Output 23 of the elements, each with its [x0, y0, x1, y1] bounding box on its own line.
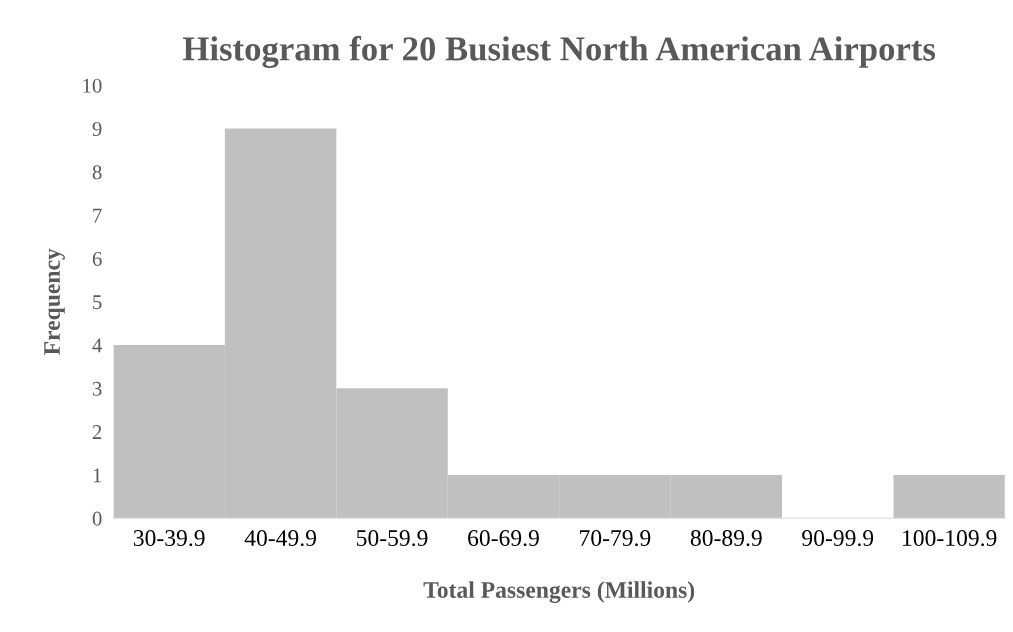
y-tick-label: 8	[92, 165, 102, 180]
x-tick-label: 80-89.9	[690, 530, 762, 547]
y-axis-title: Frequency	[44, 248, 65, 355]
x-tick-label: 30-39.9	[133, 530, 205, 547]
y-tick-label: 1	[93, 468, 102, 483]
bar	[893, 474, 1005, 519]
y-tick-label: 2	[92, 425, 102, 439]
x-tick-label: 60-69.9	[468, 530, 539, 547]
x-tick-label: 50-59.9	[357, 530, 428, 547]
y-tick-label: 0	[92, 511, 102, 526]
y-tick-label: 10	[83, 78, 102, 93]
chart-title: Histogram for 20 Busiest North American Airports	[182, 35, 936, 68]
x-tick-label: 100-109.9	[903, 530, 997, 547]
y-tick-label: 4	[92, 338, 103, 353]
y-tick-label: 9	[92, 122, 102, 137]
y-tick-label: 3	[92, 381, 102, 396]
x-tick-label: 70-79.9	[580, 530, 651, 547]
y-tick-label: 7	[93, 208, 102, 223]
x-tick-label: 40-49.9	[244, 530, 317, 547]
x-tick-label: 90-99.9	[802, 530, 874, 547]
y-tick-label: 5	[93, 295, 102, 310]
y-tick-label: 6	[92, 251, 102, 266]
x-axis-title: Total Passengers (Millions)	[423, 581, 695, 603]
